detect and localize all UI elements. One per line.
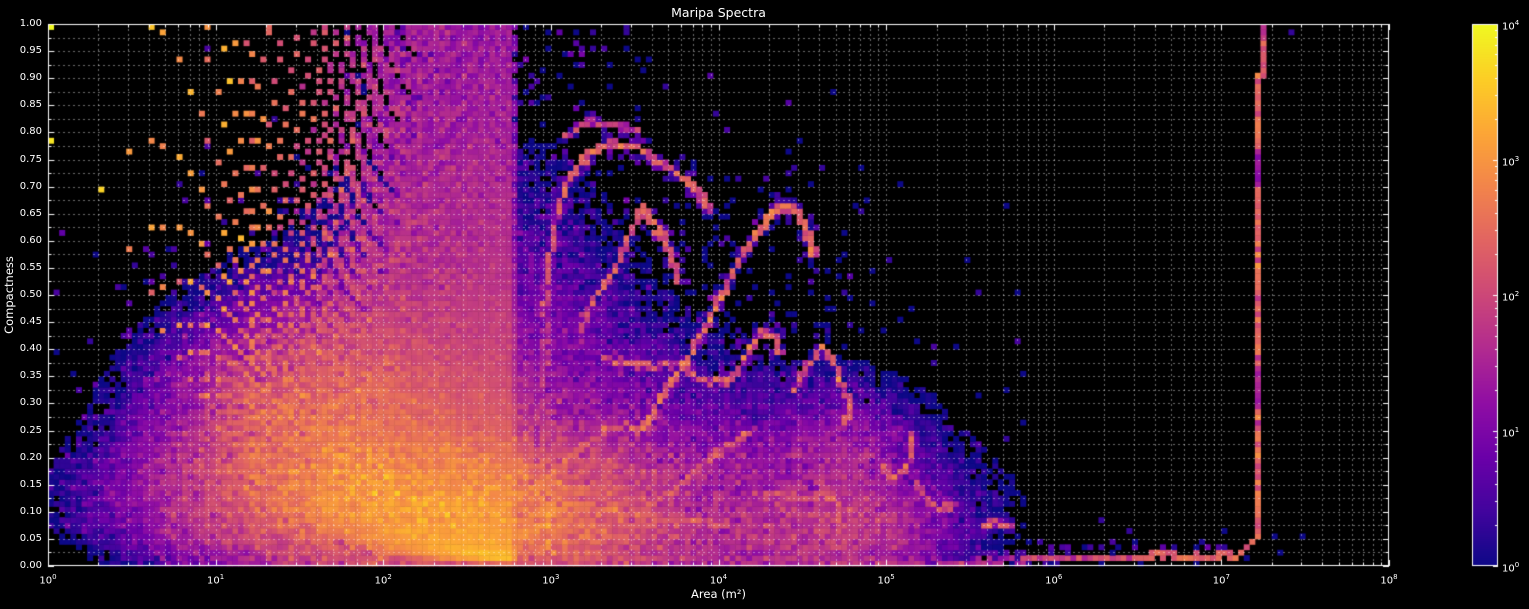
chart-title: Maripa Spectra [671,5,766,20]
x-axis-label: Area (m²) [691,587,746,601]
x-tick-label: 106 [1045,573,1063,587]
y-tick-label: 0.50 [19,289,42,300]
x-tick-label: 102 [374,573,392,587]
y-tick-label: 0.40 [19,343,42,355]
y-tick-label: 0.35 [19,370,42,382]
y-tick-label: 0.30 [19,397,42,409]
y-tick-label: 0.15 [19,478,42,490]
x-tick-label: 103 [542,573,560,587]
y-tick-label: 0.25 [19,424,42,436]
y-tick-label: 0.20 [19,451,42,463]
x-tick-label: 105 [877,573,895,587]
y-tick-label: 0.95 [19,45,42,57]
colorbar-tick-label: 100 [1502,561,1520,575]
colorbar-tick-label: 104 [1502,19,1520,33]
y-tick-label: 1.00 [19,18,42,29]
x-tick-label: 107 [1212,573,1230,587]
y-tick-label: 0.85 [19,99,42,111]
y-tick-label: 0.70 [19,180,42,192]
y-tick-label: 0.00 [19,560,42,571]
x-tick-label: 108 [1380,573,1398,587]
y-tick-label: 0.75 [19,153,42,165]
y-tick-label: 0.55 [19,261,42,273]
colorbar-tick-label: 102 [1502,290,1520,304]
y-tick-label: 0.80 [19,126,42,138]
colorbar-tick-label: 101 [1502,425,1520,439]
y-tick-label: 0.60 [19,234,42,246]
y-tick-label: 0.10 [19,505,42,517]
x-tick-label: 100 [39,573,57,587]
y-tick-label: 0.65 [19,207,42,219]
x-tick-label: 104 [709,573,728,587]
x-tick-label: 101 [207,573,225,587]
y-tick-label: 0.90 [19,72,42,84]
y-tick-label: 0.45 [19,316,42,328]
colorbar-tick-label: 103 [1502,154,1520,168]
colorbar [1472,24,1498,566]
y-tick-label: 0.05 [19,532,42,544]
